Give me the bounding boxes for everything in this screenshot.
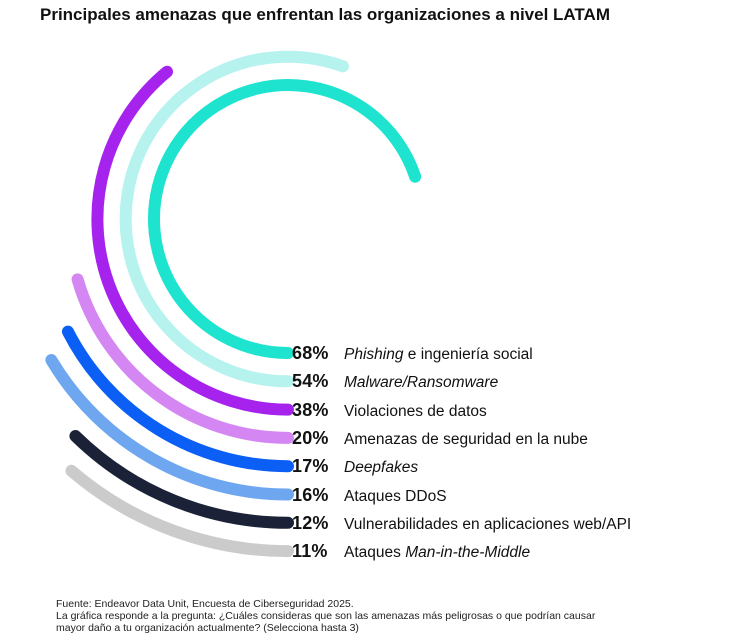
source-note: Fuente: Endeavor Data Unit, Encuesta de …: [56, 598, 354, 610]
question-note-line-1: La gráfica responde a la pregunta: ¿Cuál…: [56, 610, 596, 622]
arc-layer: [45, 50, 422, 558]
question-note-line-2: mayor daño a tu organización actualmente…: [56, 622, 359, 634]
arc-1: [148, 79, 422, 359]
arc-6: [45, 354, 294, 501]
arc-8: [65, 464, 294, 558]
arc-4: [71, 273, 294, 444]
arc-2: [119, 50, 349, 388]
footnotes: Fuente: Endeavor Data Unit, Encuesta de …: [56, 598, 696, 634]
arc-3: [91, 65, 294, 416]
arc-7: [69, 430, 294, 529]
chart-title: Principales amenazas que enfrentan las o…: [40, 5, 610, 24]
arc-5: [61, 325, 294, 473]
